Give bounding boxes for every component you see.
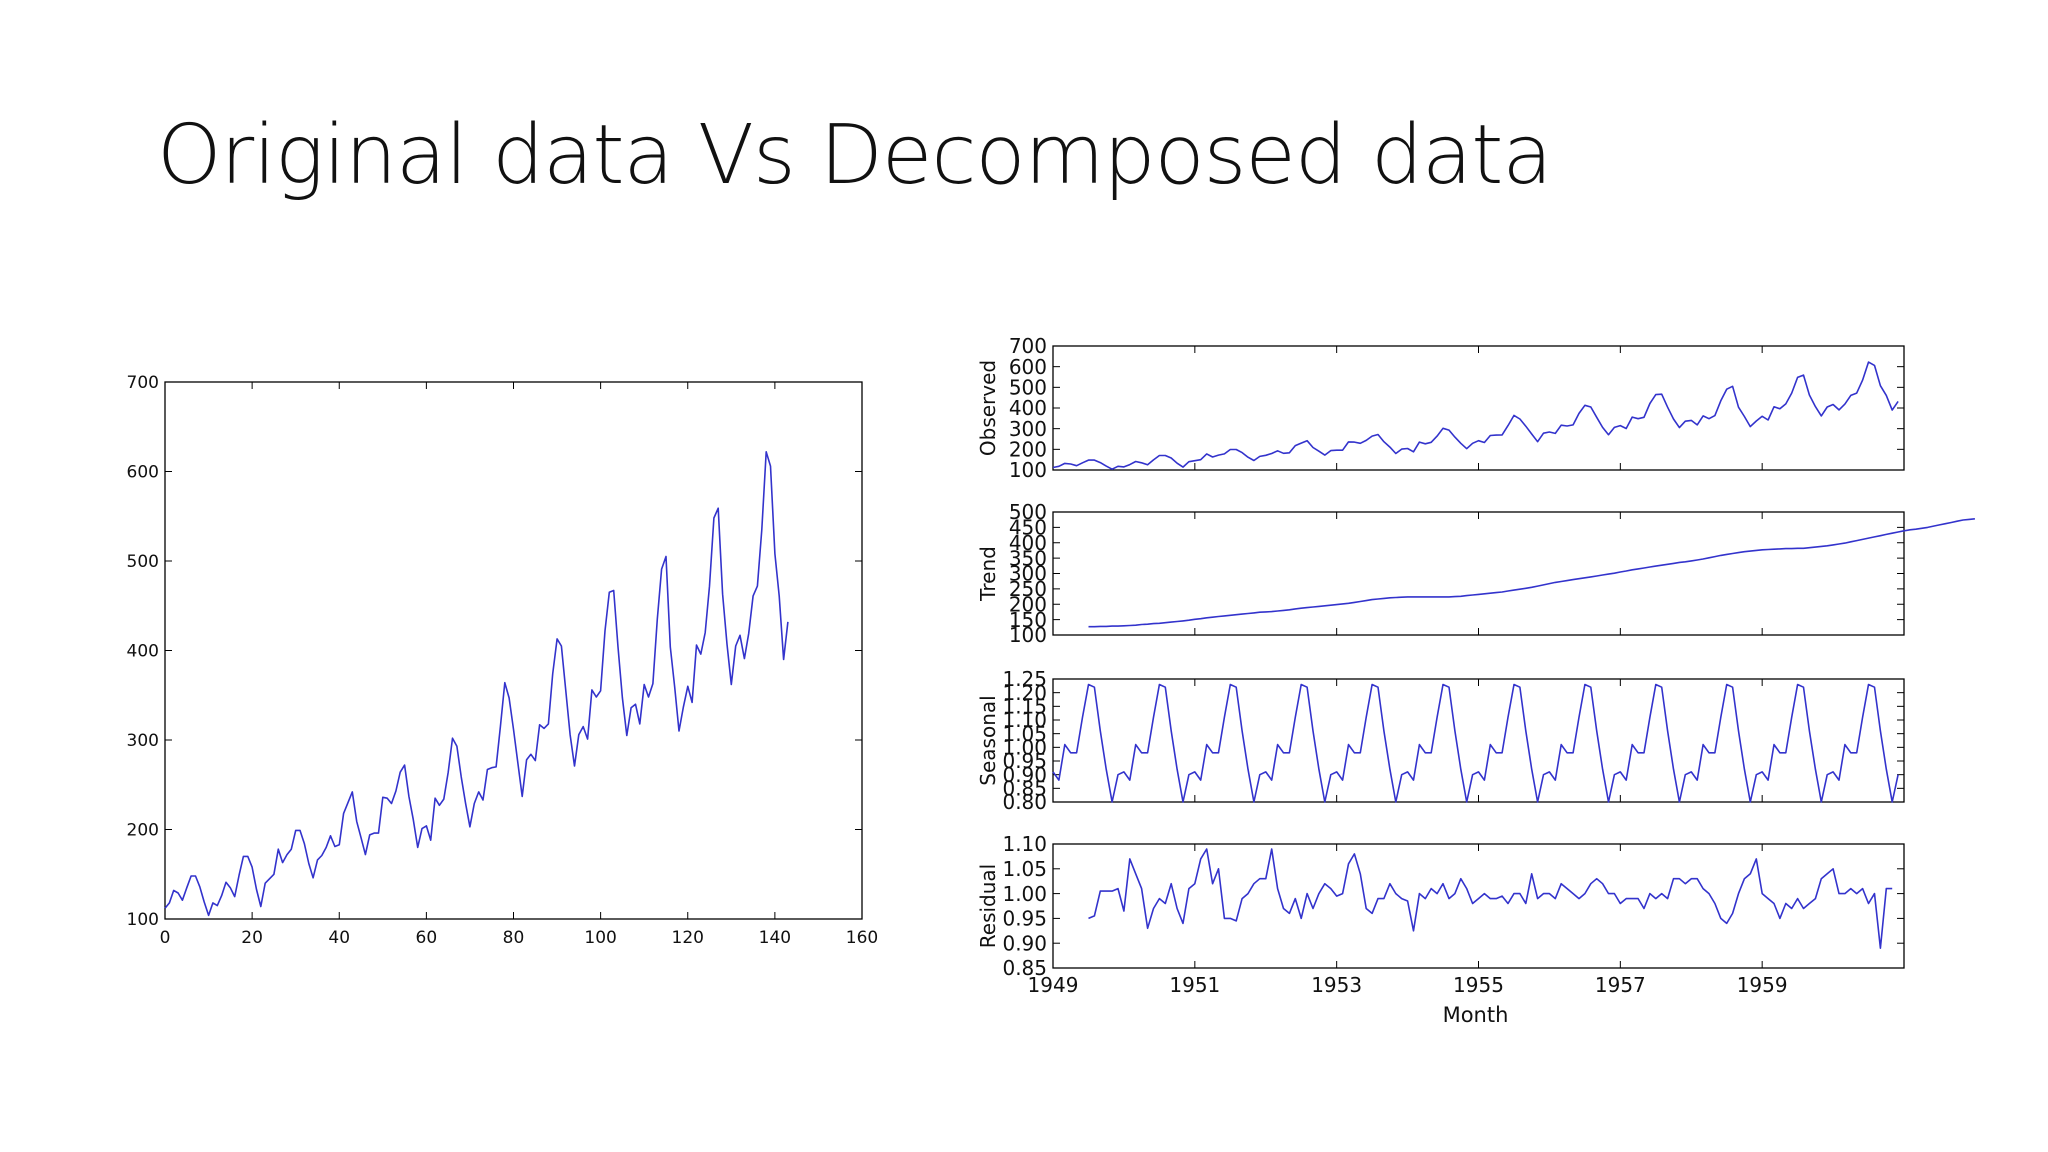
decomposition-xtick-label: 1951 [1169, 973, 1220, 997]
original-chart-ytick-label: 100 [127, 910, 159, 930]
seasonal-panel-frame [1052, 678, 1905, 803]
trend-panel-ylabel: Trend [976, 546, 1000, 602]
trend-panel-ytick-label: 350 [1009, 546, 1047, 570]
original-chart-xtick-label: 20 [241, 928, 263, 948]
trend-panel-frame [1052, 511, 1905, 636]
original-chart-ytick-label: 200 [127, 821, 159, 841]
residual-panel-ytick-label: 1.10 [1002, 832, 1047, 856]
decomposition-xtick-label: 1955 [1453, 973, 1504, 997]
trend-panel-ytick-label: 100 [1009, 623, 1047, 647]
seasonal-panel-ytick-label: 1.00 [1002, 736, 1047, 760]
original-chart-xtick-label: 160 [846, 928, 878, 948]
trend-panel-ytick-label: 200 [1009, 592, 1047, 616]
trend-panel-ytick-label: 300 [1009, 562, 1047, 586]
original-chart-ytick-label: 700 [127, 373, 159, 393]
seasonal-panel-ytick-label: 0.85 [1002, 777, 1047, 801]
seasonal-panel-ytick-label: 1.25 [1002, 667, 1047, 691]
observed-panel-ylabel: Observed [976, 360, 1000, 456]
seasonal-panel-ytick-label: 1.10 [1002, 708, 1047, 732]
seasonal-panel-ylabel: Seasonal [976, 695, 1000, 785]
original-chart-xtick-label: 80 [503, 928, 525, 948]
residual-panel-ylabel: Residual [976, 864, 1000, 948]
trend-panel-ytick-label: 450 [1009, 516, 1047, 540]
residual-panel-ytick-label: 0.85 [1002, 956, 1047, 980]
residual-panel-ytick-label: 0.90 [1002, 931, 1047, 955]
observed-panel-ytick-label: 600 [1009, 355, 1047, 379]
observed-panel-ytick-label: 700 [1009, 334, 1047, 358]
original-chart-frame [164, 381, 863, 920]
seasonal-panel-line [1052, 683, 1899, 803]
original-chart-xtick-label: 140 [759, 928, 791, 948]
slide-title: Original data Vs Decomposed data [157, 108, 1553, 203]
residual-panel-ytick-label: 0.95 [1002, 907, 1047, 931]
seasonal-panel-ytick-label: 0.80 [1002, 790, 1047, 814]
decomposition-xtick-label: 1949 [1028, 973, 1079, 997]
original-series-line [164, 450, 789, 917]
observed-panel-ytick-label: 400 [1009, 396, 1047, 420]
decomposition-xtick-label: 1957 [1595, 973, 1646, 997]
decomposition-xlabel: Month [1443, 1003, 1509, 1027]
observed-panel-ytick-label: 200 [1009, 438, 1047, 462]
seasonal-panel-ytick-label: 1.05 [1002, 722, 1047, 746]
original-chart-ytick-label: 500 [127, 552, 159, 572]
original-chart-xtick-label: 0 [160, 928, 171, 948]
decomposition-xtick-label: 1959 [1737, 973, 1788, 997]
seasonal-panel-ytick-label: 1.15 [1002, 695, 1047, 719]
original-chart-ytick-label: 300 [127, 731, 159, 751]
original-chart-xtick-label: 100 [584, 928, 616, 948]
original-chart-xtick-label: 120 [672, 928, 704, 948]
observed-panel-line [1052, 361, 1899, 471]
original-chart-ytick-label: 600 [127, 463, 159, 483]
observed-panel-ytick-label: 500 [1009, 376, 1047, 400]
residual-panel-line [1088, 848, 1893, 950]
original-chart-xtick-label: 60 [416, 928, 438, 948]
trend-panel-ytick-label: 250 [1009, 577, 1047, 601]
seasonal-panel-ytick-label: 1.20 [1002, 681, 1047, 705]
residual-panel-frame [1052, 843, 1905, 969]
trend-panel-line [1088, 518, 1975, 628]
trend-panel-ytick-label: 150 [1009, 608, 1047, 632]
trend-panel-ytick-label: 400 [1009, 531, 1047, 555]
observed-panel-ytick-label: 100 [1009, 458, 1047, 482]
residual-panel-ytick-label: 1.00 [1002, 882, 1047, 906]
observed-panel-ytick-label: 300 [1009, 417, 1047, 441]
residual-panel-ytick-label: 1.05 [1002, 857, 1047, 881]
seasonal-panel-ytick-label: 0.95 [1002, 749, 1047, 773]
decomposition-xtick-label: 1953 [1311, 973, 1362, 997]
seasonal-panel-ytick-label: 0.90 [1002, 763, 1047, 787]
trend-panel-ytick-label: 500 [1009, 500, 1047, 524]
original-chart-xtick-label: 40 [328, 928, 350, 948]
original-chart-ytick-label: 400 [127, 642, 159, 662]
